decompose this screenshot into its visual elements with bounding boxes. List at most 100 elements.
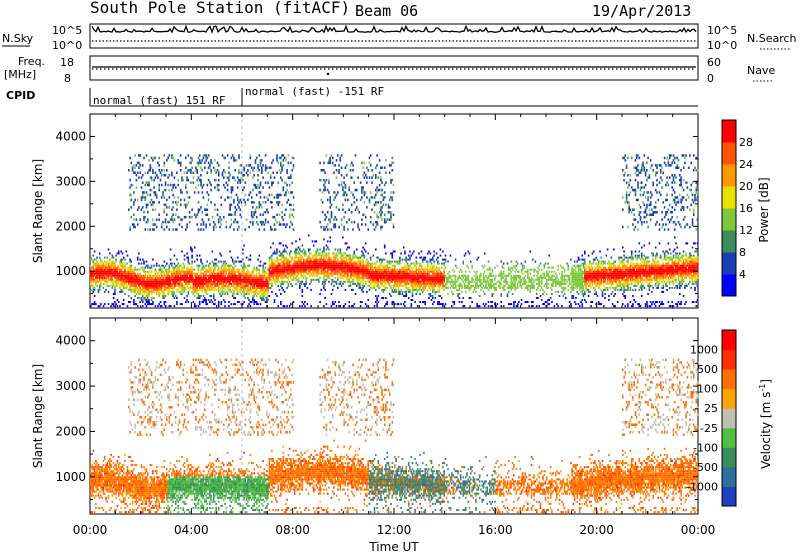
heatmap-cell [186, 172, 188, 175]
heatmap-cell [133, 164, 135, 167]
heatmap-cell [208, 285, 210, 287]
heatmap-cell [465, 291, 467, 293]
heatmap-cell [366, 259, 368, 261]
heatmap-cell [427, 265, 429, 267]
heatmap-cell [427, 261, 429, 263]
heatmap-cell [160, 277, 162, 279]
heatmap-cell [214, 204, 216, 207]
heatmap-cell [257, 174, 259, 177]
heatmap-cell [265, 164, 267, 167]
heatmap-cell [148, 184, 150, 187]
heatmap-cell [407, 263, 409, 265]
heatmap-cell [405, 295, 407, 297]
heatmap-cell [96, 261, 98, 263]
cpid-segment-label: normal (fast) 151 RF [93, 94, 225, 107]
heatmap-cell [416, 271, 418, 273]
heatmap-cell [138, 285, 140, 287]
heatmap-cell [351, 191, 353, 194]
heatmap-cell [223, 273, 225, 275]
heatmap-cell [188, 154, 190, 157]
heatmap-cell [261, 223, 263, 226]
heatmap-cell [356, 285, 358, 287]
heatmap-cell [305, 281, 307, 283]
heatmap-cell [90, 281, 92, 283]
heatmap-cell [293, 157, 295, 160]
heatmap-cell [204, 267, 206, 269]
heatmap-cell [120, 251, 122, 253]
heatmap-cell [265, 201, 267, 204]
heatmap-cell [257, 184, 259, 187]
heatmap-cell [151, 289, 153, 291]
heatmap-cell [291, 257, 293, 259]
heatmap-cell [142, 259, 144, 261]
heatmap-cell [199, 303, 201, 305]
heatmap-cell [112, 277, 114, 279]
heatmap-cell [373, 269, 375, 271]
heatmap-cell [283, 189, 285, 192]
heatmap-cell [379, 285, 381, 287]
heatmap-cell [333, 253, 335, 255]
heatmap-cell [351, 211, 353, 214]
heatmap-cell [451, 305, 453, 307]
heatmap-cell [313, 273, 315, 275]
heatmap-cell [186, 176, 188, 179]
heatmap-cell [342, 189, 344, 192]
heatmap-cell [341, 273, 343, 275]
heatmap-cell [384, 305, 386, 307]
heatmap-cell [250, 157, 252, 160]
heatmap-cell [394, 251, 396, 253]
heatmap-cell [95, 259, 97, 261]
heatmap-cell [341, 167, 343, 170]
heatmap-cell [151, 293, 153, 295]
heatmap-cell [175, 285, 177, 287]
heatmap-cell [323, 162, 325, 165]
heatmap-cell [378, 279, 380, 281]
nsky-trace [92, 26, 696, 41]
heatmap-cell [214, 159, 216, 162]
heatmap-cell [233, 269, 235, 271]
heatmap-cell [129, 259, 131, 261]
heatmap-cell [213, 295, 215, 297]
heatmap-cell [233, 199, 235, 202]
heatmap-cell [156, 196, 158, 199]
heatmap-cell [355, 261, 357, 263]
heatmap-cell [200, 162, 202, 165]
heatmap-cell [138, 162, 140, 165]
heatmap-cell [328, 255, 330, 257]
heatmap-cell [151, 157, 153, 160]
heatmap-cell [418, 289, 420, 291]
heatmap-cell [291, 285, 293, 287]
heatmap-cell [200, 295, 202, 297]
heatmap-cell [171, 209, 173, 212]
heatmap-cell [405, 285, 407, 287]
heatmap-cell [99, 263, 101, 265]
heatmap-cell [265, 275, 267, 277]
heatmap-cell [238, 201, 240, 204]
heatmap-cell [274, 299, 276, 301]
heatmap-cell [375, 194, 377, 197]
heatmap-cell [161, 223, 163, 226]
heatmap-cell [381, 206, 383, 209]
heatmap-cell [385, 172, 387, 175]
heatmap-cell [110, 267, 112, 269]
heatmap-cell [176, 265, 178, 267]
heatmap-cell [352, 228, 354, 231]
heatmap-cell [213, 293, 215, 295]
heatmap-cell [198, 201, 200, 204]
heatmap-cell [231, 303, 233, 305]
heatmap-cell [194, 261, 196, 263]
heatmap-cell [171, 216, 173, 219]
heatmap-cell [246, 257, 248, 259]
heatmap-cell [352, 194, 354, 197]
heatmap-cell [435, 297, 437, 299]
heatmap-cell [361, 218, 363, 221]
heatmap-cell [375, 226, 377, 229]
heatmap-cell [436, 291, 438, 293]
heatmap-cell [299, 253, 301, 255]
heatmap-cell [241, 201, 243, 204]
heatmap-cell [214, 169, 216, 172]
nsky-tick-low: 10^0 [52, 39, 82, 52]
heatmap-cell [96, 285, 98, 287]
heatmap-cell [199, 301, 201, 303]
